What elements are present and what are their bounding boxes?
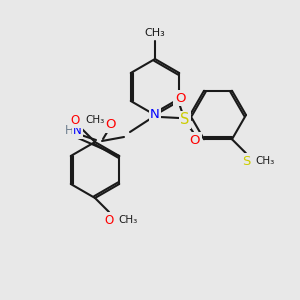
Text: HN: HN [64, 124, 82, 137]
Text: CH₃: CH₃ [85, 115, 104, 125]
Text: CH₃: CH₃ [118, 215, 137, 225]
Text: N: N [150, 109, 160, 122]
Text: O: O [70, 113, 80, 127]
Text: CH₃: CH₃ [255, 156, 274, 166]
Text: O: O [104, 214, 114, 226]
Text: S: S [180, 112, 190, 128]
Text: O: O [106, 118, 116, 131]
Text: CH₃: CH₃ [145, 28, 165, 38]
Text: S: S [242, 155, 250, 168]
Text: H: H [64, 124, 74, 137]
Text: O: O [190, 134, 200, 146]
Text: O: O [175, 92, 185, 104]
Text: N: N [73, 124, 81, 137]
